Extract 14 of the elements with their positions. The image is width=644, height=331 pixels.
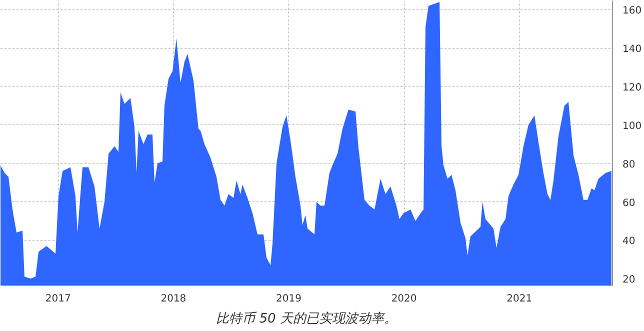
x-tick-label: 2020 xyxy=(391,294,417,304)
text: 比特币 50 天的已实现波动率。 xyxy=(216,310,397,326)
y-tick-label: 80 xyxy=(622,159,636,170)
y-tick-label: 20 xyxy=(622,274,636,286)
y-tick-label: 160 xyxy=(622,6,642,17)
y-tick-label: 120 xyxy=(622,82,642,94)
y-tick-label: 40 xyxy=(622,236,636,248)
x-tick-label: 2021 xyxy=(506,294,532,304)
x-tick-label: 2017 xyxy=(45,294,71,304)
x-tick-label: 2018 xyxy=(160,294,186,304)
y-tick-label: 60 xyxy=(622,198,636,209)
y-tick-label: 140 xyxy=(622,44,642,56)
x-tick-label: 2019 xyxy=(276,294,302,304)
y-tick-label: 100 xyxy=(622,120,642,132)
